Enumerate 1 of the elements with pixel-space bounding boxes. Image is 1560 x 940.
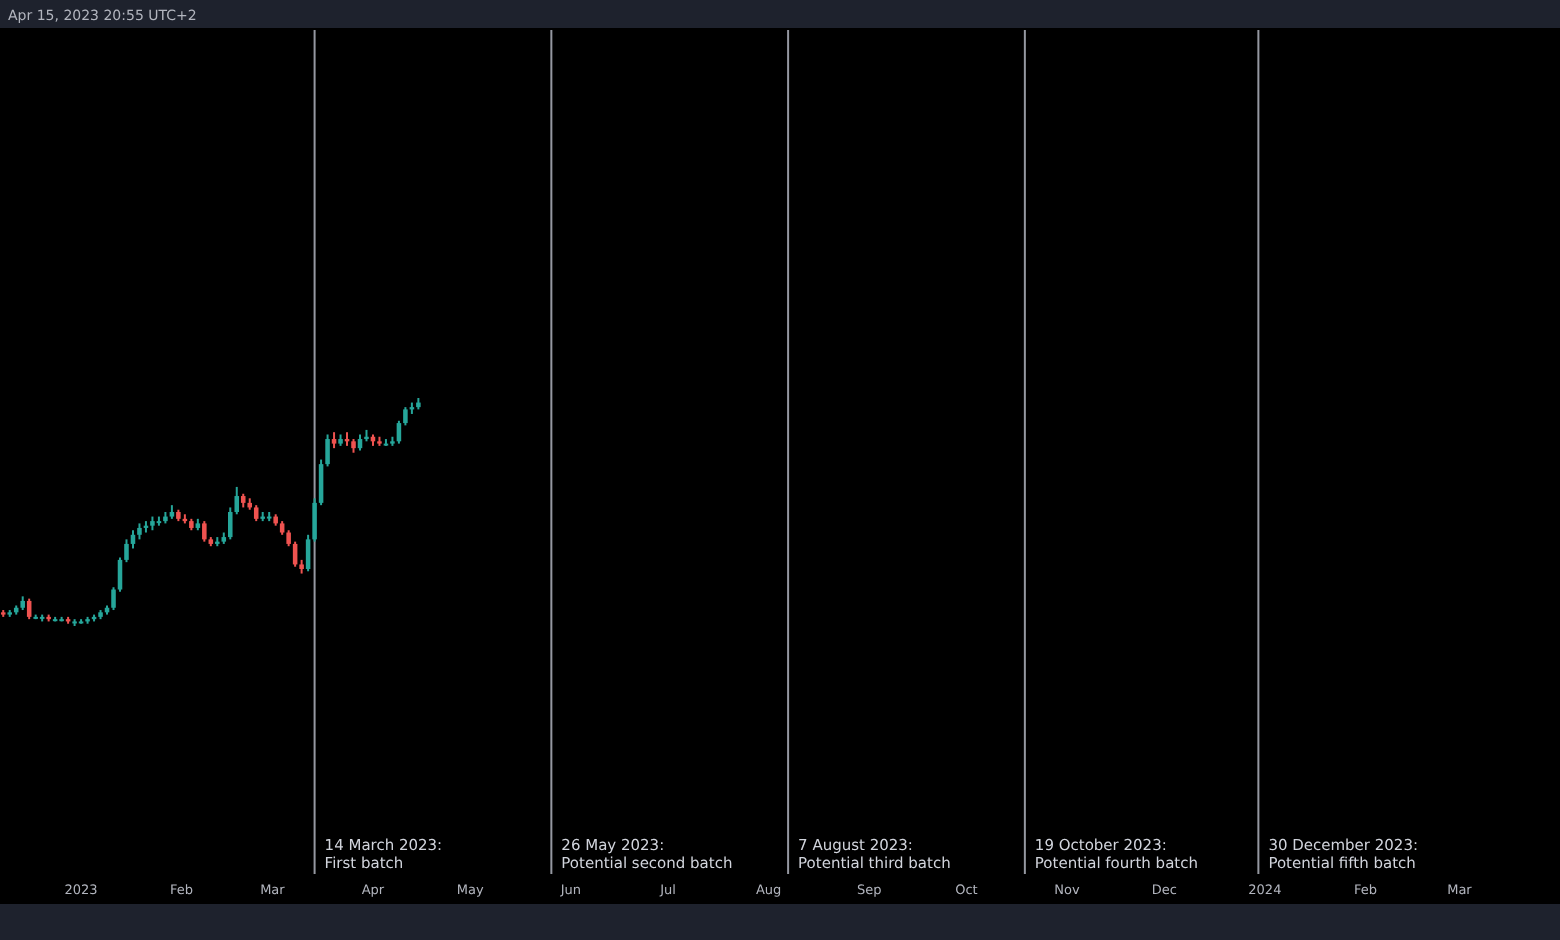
- candlestick: [202, 520, 207, 543]
